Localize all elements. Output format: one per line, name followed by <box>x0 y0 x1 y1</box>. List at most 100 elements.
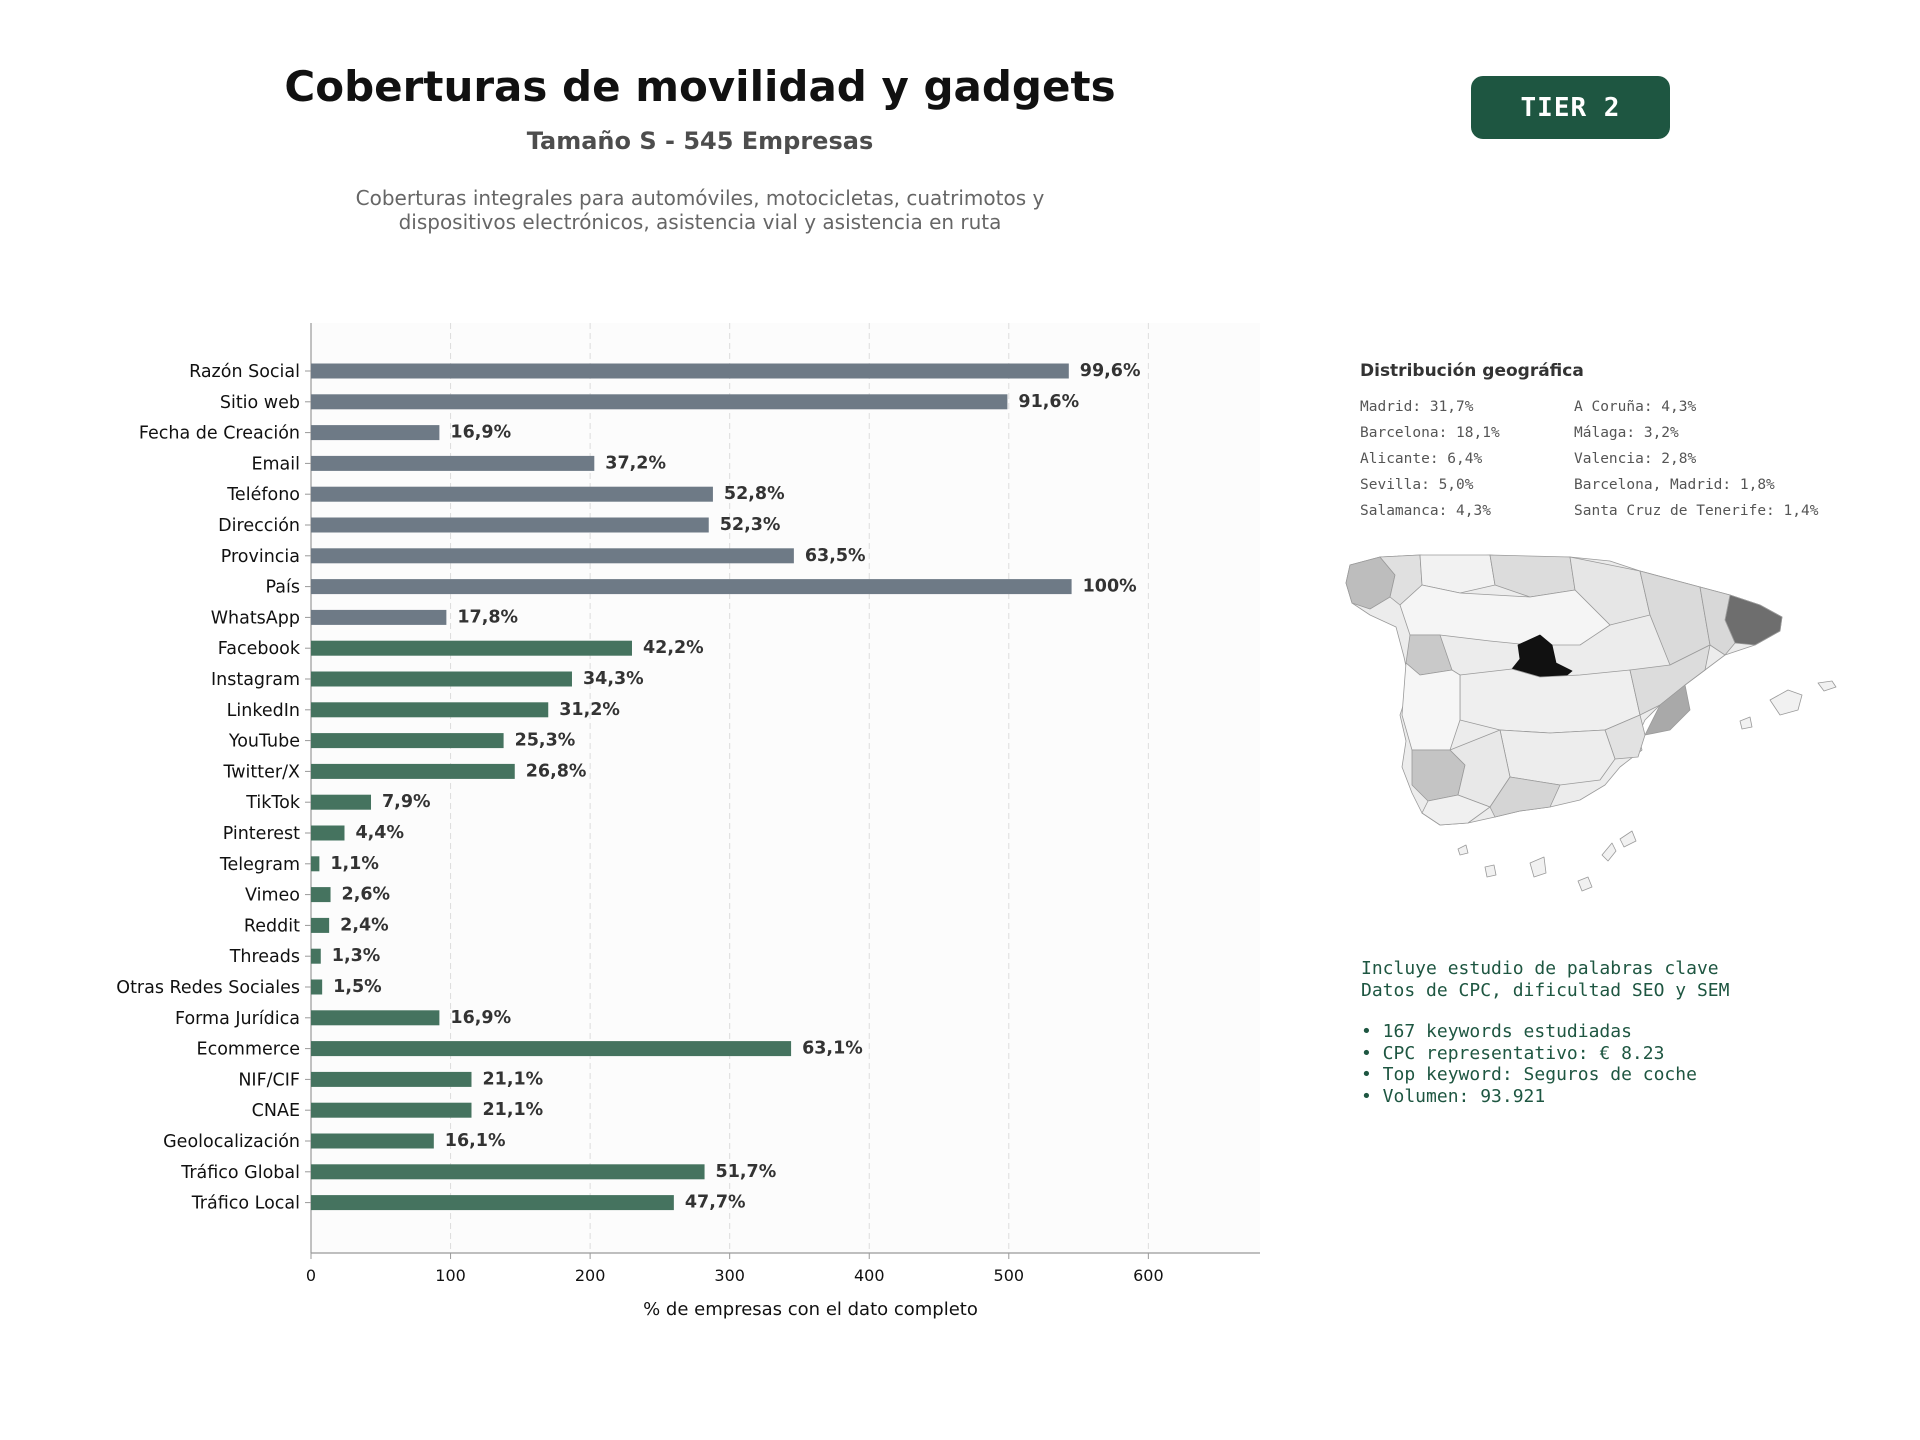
data-label: 17,8% <box>457 607 518 627</box>
category-label: Otras Redes Sociales <box>116 978 300 998</box>
category-label: NIF/CIF <box>238 1070 300 1090</box>
data-label: 52,3% <box>720 515 781 535</box>
keywords-line-1: Incluye estudio de palabras clave <box>1361 958 1719 979</box>
bar <box>311 609 447 625</box>
map-island-canary-4 <box>1601 842 1617 862</box>
category-label: Twitter/X <box>222 762 300 782</box>
bar <box>311 671 572 687</box>
geo-title: Distribución geográfica <box>1360 361 1584 381</box>
category-label: Ecommerce <box>197 1040 300 1060</box>
keywords-block: Incluye estudio de palabras clave Datos … <box>1361 958 1729 1107</box>
geo-item: A Coruña: 4,3% <box>1574 399 1697 415</box>
map-island-menorca <box>1817 680 1837 692</box>
category-label: Reddit <box>244 916 300 936</box>
bar <box>311 548 794 564</box>
data-label: 16,9% <box>450 423 511 443</box>
keywords-line-2: Datos de CPC, dificultad SEO y SEM <box>1361 979 1730 1001</box>
data-label: 2,4% <box>340 915 389 935</box>
data-label: 42,2% <box>643 638 704 658</box>
bar <box>311 517 709 533</box>
category-label: Geolocalización <box>163 1132 300 1152</box>
x-tick-label: 0 <box>306 1266 316 1285</box>
bar <box>311 455 595 471</box>
geo-item: Barcelona, Madrid: 1,8% <box>1574 477 1775 493</box>
bar <box>311 486 713 502</box>
category-label: Forma Jurídica <box>175 1009 300 1029</box>
x-axis-label: % de empresas con el dato completo <box>643 1299 978 1320</box>
map-island-canary-1 <box>1529 856 1547 878</box>
category-label: Sitio web <box>220 393 300 413</box>
bar <box>311 394 1008 410</box>
map-region-sevilla <box>1411 749 1466 802</box>
category-label: LinkedIn <box>227 701 300 721</box>
bar <box>311 887 331 903</box>
keywords-bullet: • CPC representativo: € 8.23 <box>1361 1042 1665 1064</box>
category-label: Vimeo <box>245 886 300 906</box>
bar <box>311 1102 472 1118</box>
category-label: TikTok <box>245 793 301 813</box>
data-label: 25,3% <box>515 731 576 751</box>
bar <box>311 825 345 841</box>
category-label: Teléfono <box>226 485 300 505</box>
data-label: 1,3% <box>332 946 381 966</box>
geo-item: Valencia: 2,8% <box>1574 451 1697 467</box>
category-label: Dirección <box>218 516 300 536</box>
keywords-bullet: • Top keyword: Seguros de coche <box>1361 1064 1697 1085</box>
map-region-castilla-leon <box>1399 584 1611 646</box>
data-label: 4,4% <box>355 823 404 843</box>
spain-map <box>1345 554 1837 892</box>
data-label: 1,5% <box>333 977 382 997</box>
category-label: CNAE <box>252 1101 300 1121</box>
map-region-north <box>1419 554 1496 594</box>
map-island-canary-5 <box>1619 830 1637 848</box>
geo-item: Barcelona: 18,1% <box>1360 425 1500 441</box>
geo-item: Salamanca: 4,3% <box>1360 503 1491 519</box>
data-label: 16,1% <box>445 1131 506 1151</box>
data-label: 91,6% <box>1018 392 1079 412</box>
data-label: 34,3% <box>583 669 644 689</box>
geo-item: Madrid: 31,7% <box>1360 399 1474 415</box>
category-label: Provincia <box>221 547 300 567</box>
map-region-andalucia-east <box>1499 729 1616 786</box>
category-label: WhatsApp <box>211 608 300 628</box>
data-label: 21,1% <box>482 1069 543 1089</box>
map-region-barcelona <box>1724 594 1783 646</box>
data-label: 2,6% <box>342 885 391 905</box>
bar <box>311 733 504 749</box>
bar <box>311 948 321 964</box>
category-label: Threads <box>229 947 300 967</box>
bar <box>311 579 1072 595</box>
x-tick-label: 600 <box>1133 1266 1164 1285</box>
data-label: 31,2% <box>559 700 620 720</box>
bar <box>311 1041 792 1057</box>
bar <box>311 917 330 933</box>
bar <box>311 1195 674 1211</box>
x-tick-label: 400 <box>854 1266 885 1285</box>
data-label: 21,1% <box>482 1100 543 1120</box>
data-label: 1,1% <box>330 854 379 874</box>
bar <box>311 425 440 441</box>
map-region-ebro <box>1569 556 1651 626</box>
bar <box>311 640 632 656</box>
data-label: 99,6% <box>1080 361 1141 381</box>
data-label: 7,9% <box>382 792 431 812</box>
tier-badge: TIER 2 <box>1471 76 1670 139</box>
category-label: Email <box>251 454 300 474</box>
bar <box>311 794 372 810</box>
x-tick-label: 300 <box>714 1266 745 1285</box>
page-title: Coberturas de movilidad y gadgets <box>284 62 1116 111</box>
map-region-cadiz <box>1421 794 1491 826</box>
data-label: 26,8% <box>526 761 587 781</box>
bar <box>311 702 549 718</box>
description-line-2: dispositivos electrónicos, asistencia vi… <box>398 210 1002 234</box>
category-label: Telegram <box>219 855 300 875</box>
category-label: Pinterest <box>223 824 300 844</box>
map-island-canary-6 <box>1457 844 1469 856</box>
geo-item: Alicante: 6,4% <box>1360 451 1483 467</box>
bar <box>311 856 320 872</box>
x-tick-label: 500 <box>994 1266 1025 1285</box>
bar <box>311 1071 472 1087</box>
data-label: 63,1% <box>802 1039 863 1059</box>
geo-item: Málaga: 3,2% <box>1574 425 1679 441</box>
map-region-malaga <box>1489 776 1561 818</box>
